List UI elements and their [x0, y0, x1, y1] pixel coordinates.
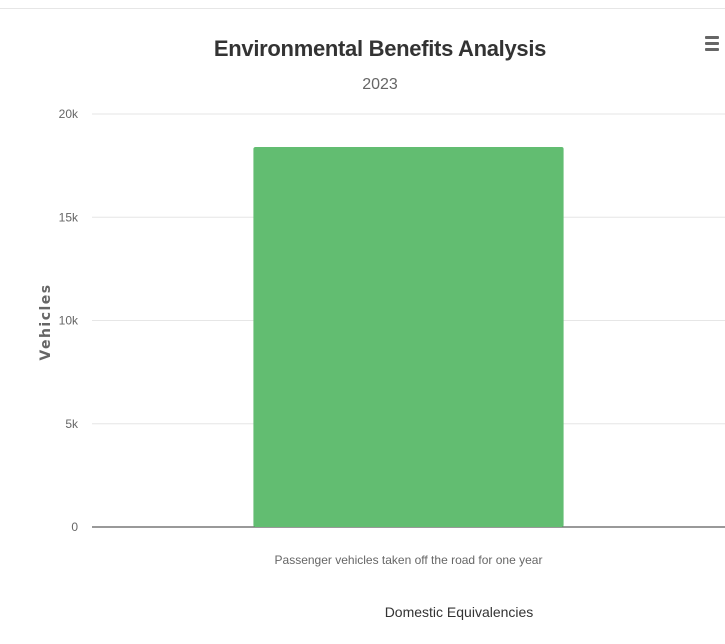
y-tick-label: 20k: [59, 107, 79, 121]
bar[interactable]: [253, 147, 564, 528]
y-axis-title: Vehicles: [38, 283, 54, 360]
chart-subtitle: 2023: [362, 76, 398, 93]
top-divider: [0, 8, 725, 9]
x-tick-label: Passenger vehicles taken off the road fo…: [275, 553, 543, 567]
hamburger-menu-icon[interactable]: [703, 36, 721, 54]
y-tick-label: 5k: [65, 417, 79, 431]
y-tick-label: 0: [71, 520, 78, 534]
chart-title: Environmental Benefits Analysis: [213, 36, 547, 61]
y-tick-label: 10k: [59, 314, 79, 328]
x-axis-title: Domestic Equivalencies: [385, 604, 534, 620]
y-tick-label: 15k: [59, 210, 79, 224]
